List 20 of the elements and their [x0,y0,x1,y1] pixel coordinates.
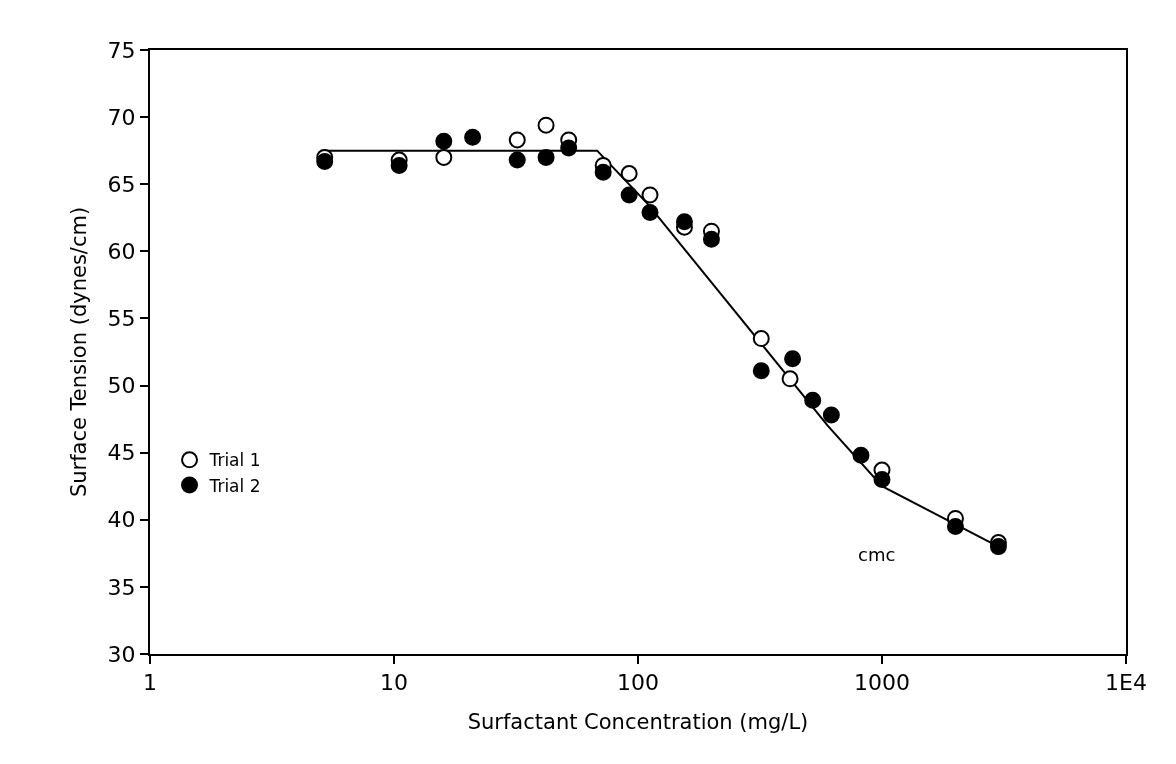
y-tick-label: 60 [107,239,136,265]
y-axis-title: Surface Tension (dynes/cm) [67,206,92,498]
x-tick-label: 10 [380,670,408,696]
x-tick-label: 100 [617,670,659,696]
y-tick-label: 35 [107,574,136,600]
x-axis-title: Surfactant Concentration (mg/L) [467,710,809,735]
y-tick-label: 50 [107,373,136,399]
y-tick-label: 45 [107,440,136,466]
y-tick-label: 75 [107,37,136,63]
legend-label: Trial 2 [208,475,261,496]
x-tick-label: 1E4 [1105,670,1147,696]
x-tick-label: 1 [143,670,157,696]
y-tick-label: 40 [107,507,136,533]
annotation: cmc [858,544,896,565]
y-tick-label: 70 [107,104,136,130]
y-tick-label: 65 [107,171,136,197]
legend-label: Trial 1 [208,450,261,471]
x-tick-label: 1000 [854,670,910,696]
y-tick-label: 55 [107,306,136,332]
y-tick-label: 30 [107,641,136,667]
